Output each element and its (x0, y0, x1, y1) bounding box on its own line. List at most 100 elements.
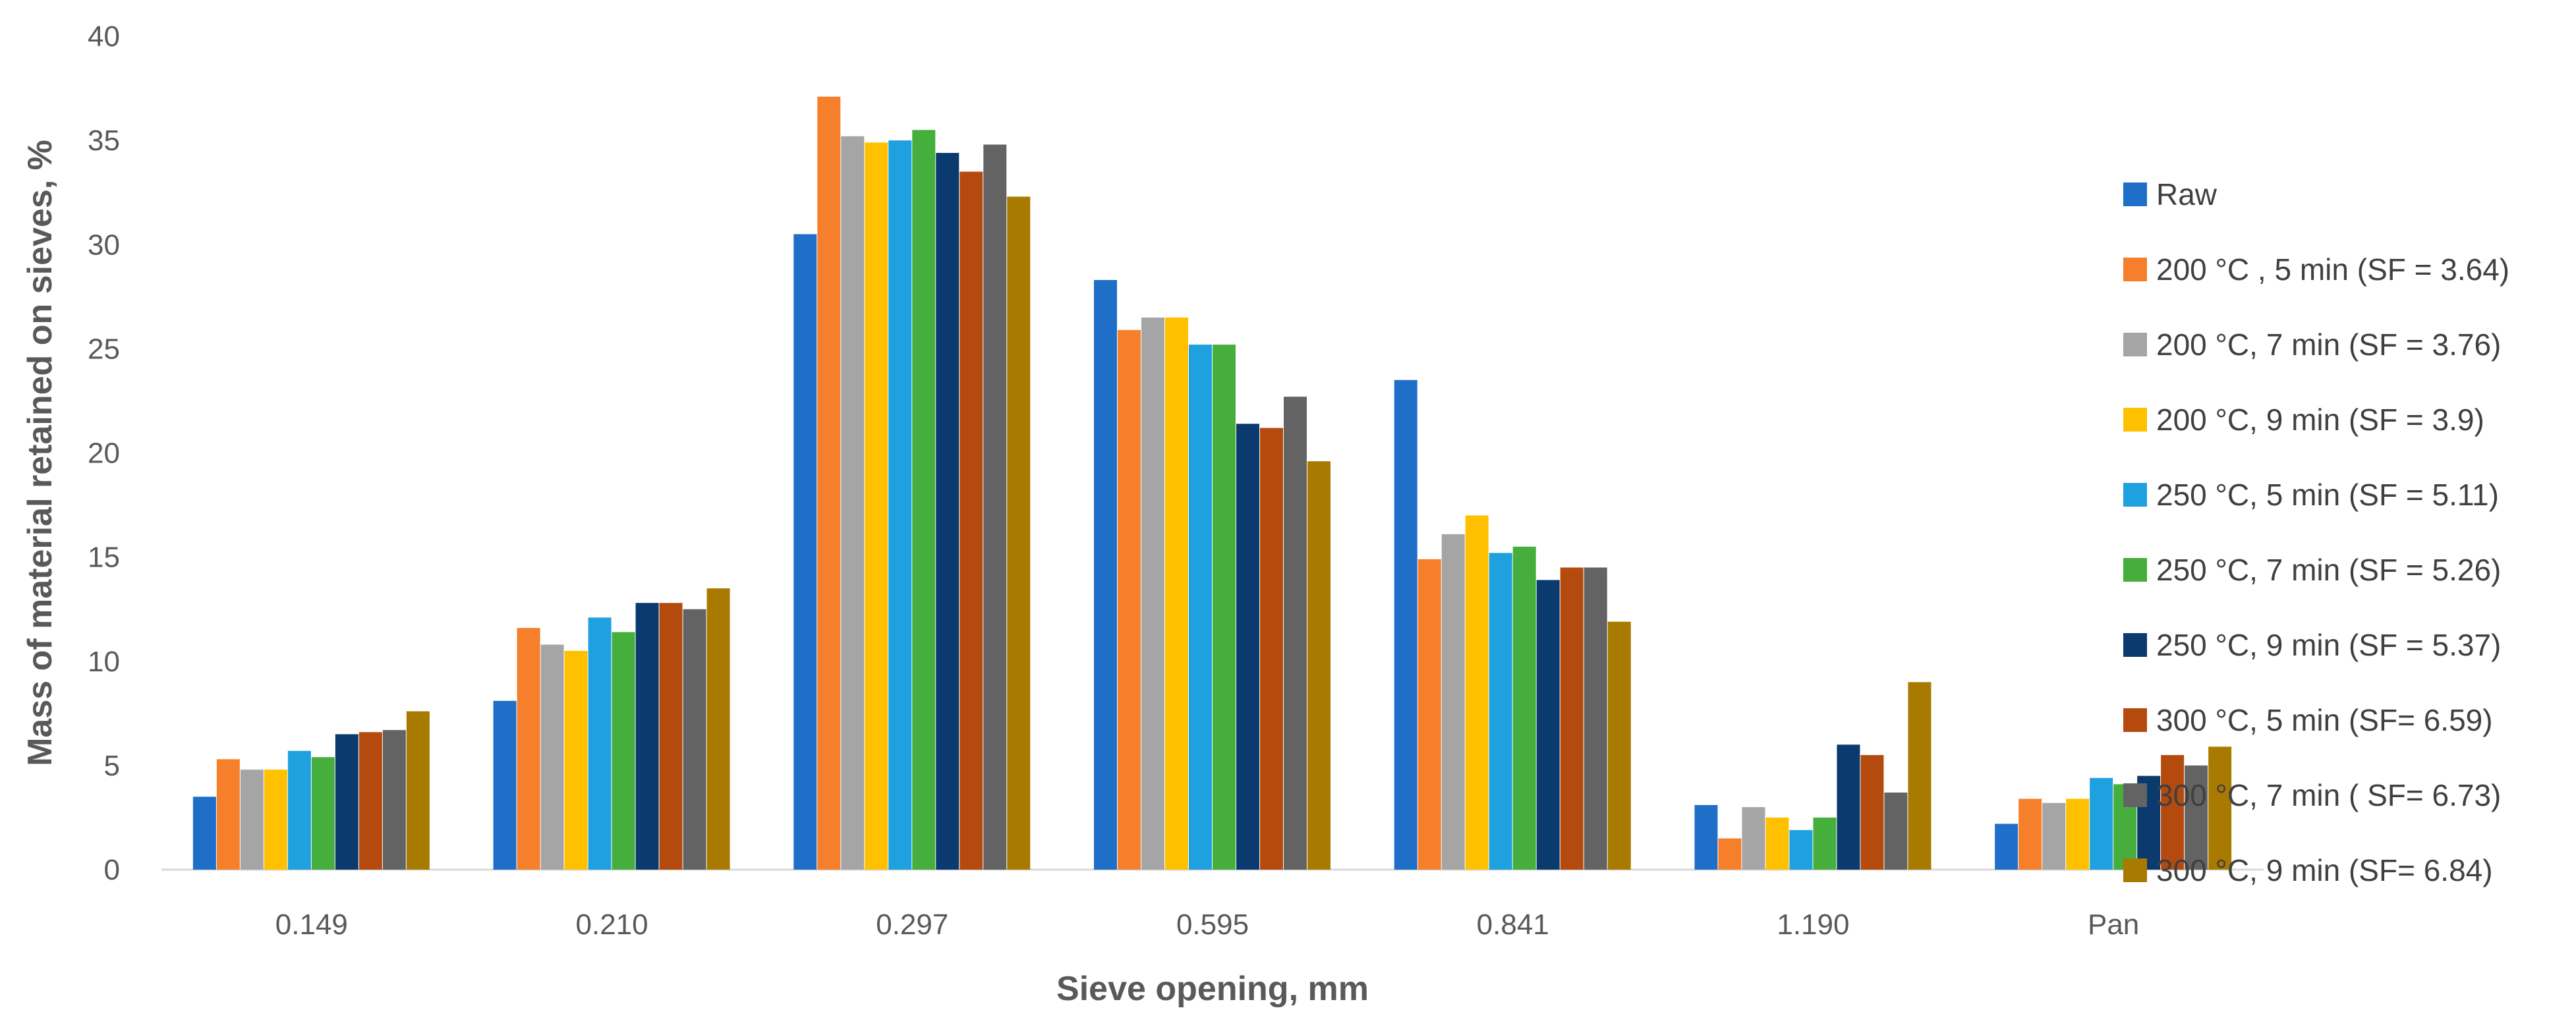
legend-label: 250 °C, 9 min (SF = 5.37) (2156, 628, 2501, 662)
bar (1417, 559, 1441, 870)
legend-swatch (2123, 633, 2147, 657)
bar (1536, 580, 1560, 870)
y-axis-title: Mass of material retained on sieves, % (21, 140, 59, 766)
bar (612, 632, 635, 870)
legend-swatch (2123, 708, 2147, 732)
bar (683, 609, 706, 870)
bar (406, 711, 430, 870)
bar (1465, 515, 1489, 870)
legend-swatch (2123, 333, 2147, 356)
bar (635, 603, 659, 870)
bar (1995, 824, 2018, 870)
bar (1441, 534, 1465, 870)
bars (192, 96, 2232, 870)
x-tick-label: 0.210 (576, 909, 648, 941)
bar (1394, 379, 1417, 870)
x-axis-ticks: 0.149 0.210 0.297 0.595 0.841 1.190 Pan (275, 909, 2139, 941)
legend-label: 250 °C, 7 min (SF = 5.26) (2156, 553, 2501, 587)
bar (912, 130, 936, 870)
bar (311, 757, 335, 870)
bar (793, 234, 817, 870)
legend: Raw 200 °C , 5 min (SF = 3.64) 200 °C, 7 m… (2123, 177, 2509, 887)
bar (1813, 817, 1837, 870)
bar (216, 759, 240, 870)
bar (358, 732, 382, 870)
legend-label: 200 °C , 5 min (SF = 3.64) (2156, 252, 2509, 287)
bar (240, 769, 264, 870)
bar (2208, 746, 2232, 870)
x-axis-title: Sieve opening, mm (1056, 970, 1369, 1008)
bar (540, 644, 564, 870)
y-tick-label: 40 (88, 20, 120, 53)
bar (1584, 567, 1607, 870)
bar (936, 153, 959, 870)
bar (335, 734, 358, 870)
x-tick-label: 0.841 (1477, 909, 1549, 941)
bar (517, 628, 540, 870)
bar (659, 603, 683, 870)
bar (1742, 807, 1765, 870)
bar (1908, 682, 1932, 870)
bar (382, 730, 406, 870)
bar (2018, 798, 2042, 870)
bar (1213, 345, 1236, 870)
bar (564, 650, 588, 870)
legend-swatch (2123, 483, 2147, 507)
bar (1884, 792, 1908, 870)
bar (2090, 777, 2113, 870)
y-tick-label: 30 (88, 229, 120, 261)
bar (192, 797, 216, 870)
y-tick-label: 5 (104, 750, 120, 782)
bar (1718, 838, 1742, 870)
bar (1189, 345, 1212, 870)
x-tick-label: 1.190 (1777, 909, 1849, 941)
y-tick-label: 35 (88, 125, 120, 157)
x-tick-label: 0.297 (876, 909, 948, 941)
legend-swatch (2123, 258, 2147, 281)
legend-label: 300 °C, 9 min (SF= 6.84) (2156, 853, 2493, 887)
legend-label: 250 °C, 5 min (SF = 5.11) (2156, 478, 2499, 512)
bar (1094, 280, 1117, 870)
bar (1165, 317, 1188, 870)
bar (1694, 804, 1718, 870)
bar (1789, 829, 1813, 870)
legend-swatch (2123, 783, 2147, 807)
bar (493, 700, 517, 870)
bar (1260, 428, 1283, 870)
bar (817, 96, 841, 870)
bar (2161, 755, 2185, 870)
bar (1560, 567, 1584, 870)
bar (1141, 317, 1164, 870)
bar (1512, 546, 1536, 870)
bar (588, 617, 612, 870)
bar (1236, 424, 1259, 870)
legend-label: 200 °C, 7 min (SF = 3.76) (2156, 327, 2501, 362)
bar (983, 144, 1007, 870)
bar (865, 142, 888, 870)
bar (264, 769, 287, 870)
y-tick-label: 15 (88, 542, 120, 574)
bar (2185, 765, 2208, 870)
bar (888, 140, 912, 870)
bar (1118, 329, 1141, 870)
y-tick-label: 0 (104, 854, 120, 886)
legend-label: 300 °C, 7 min ( SF= 6.73) (2156, 778, 2501, 812)
legend-swatch (2123, 858, 2147, 882)
legend-label: 300 °C, 5 min (SF= 6.59) (2156, 703, 2493, 737)
bar (1765, 817, 1789, 870)
x-tick-label: Pan (2088, 909, 2139, 941)
bar (959, 171, 983, 870)
bar (1307, 461, 1331, 870)
legend-swatch (2123, 182, 2147, 206)
bar (2066, 798, 2090, 870)
bar (1837, 744, 1860, 870)
y-tick-label: 10 (88, 646, 120, 678)
bar (1284, 397, 1307, 870)
x-tick-label: 0.149 (275, 909, 348, 941)
legend-swatch (2123, 558, 2147, 582)
y-tick-label: 20 (88, 437, 120, 470)
x-tick-label: 0.595 (1176, 909, 1249, 941)
bar (2042, 802, 2066, 870)
